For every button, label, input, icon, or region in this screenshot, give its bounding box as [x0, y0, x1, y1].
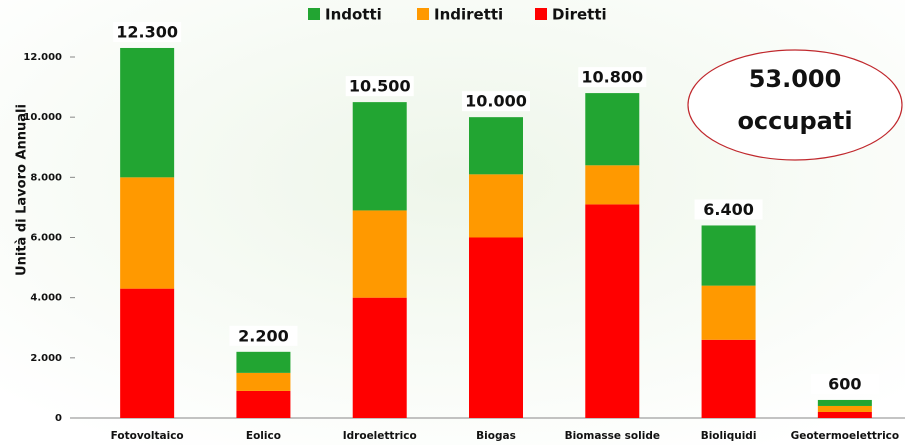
bar-segment	[469, 174, 523, 238]
y-tick-label: 8.000	[30, 172, 62, 183]
total-label-bg	[345, 76, 414, 97]
bar-segment	[352, 297, 407, 418]
legend-swatch	[535, 8, 547, 20]
bar-segment	[701, 285, 756, 340]
bar-segment	[236, 351, 291, 373]
bar-segment	[352, 210, 407, 298]
bar-segment	[469, 117, 523, 175]
bar-segment	[817, 405, 872, 412]
total-label: 10.800	[581, 68, 643, 87]
bar-segment	[701, 225, 756, 286]
annotation-line: occupati	[737, 107, 852, 135]
total-label-bg	[229, 325, 298, 346]
total-label: 2.200	[238, 326, 289, 345]
y-tick-label: 6.000	[30, 233, 62, 244]
bar-segment	[817, 399, 872, 406]
y-axis-title: Unità di Lavoro Annuali	[15, 104, 30, 276]
legend-swatch	[308, 8, 320, 20]
x-tick-label: Biomasse solide	[565, 430, 660, 442]
total-label: 10.500	[349, 77, 411, 96]
bar-segment	[817, 411, 872, 418]
total-label: 6.400	[703, 200, 754, 219]
legend-label: Indiretti	[434, 6, 503, 24]
x-tick-label: Eolico	[246, 430, 281, 442]
bar-segment	[236, 372, 291, 391]
bar-segment	[120, 177, 175, 289]
annotation-ellipse	[687, 49, 903, 161]
annotation-line: 53.000	[749, 65, 842, 93]
bar-segment	[469, 237, 523, 418]
total-label-bg	[694, 199, 763, 220]
y-tick-label: 0	[55, 413, 62, 424]
x-tick-label: Fotovoltaico	[111, 430, 184, 442]
y-tick-label: 4.000	[30, 293, 62, 304]
bar-segment	[120, 288, 175, 418]
y-tick-label: 2.000	[30, 353, 62, 364]
legend-swatch	[417, 8, 429, 20]
total-label: 600	[828, 374, 861, 393]
x-tick-label: Bioliquidi	[701, 430, 757, 442]
total-label: 12.300	[116, 22, 178, 41]
legend-label: Indotti	[325, 6, 382, 24]
x-tick-label: Idroelettrico	[343, 430, 417, 442]
y-tick-label: 10.000	[23, 112, 62, 123]
total-label: 10.000	[465, 92, 527, 111]
bar-segment	[585, 165, 640, 205]
bar-segment	[585, 204, 640, 418]
y-tick-label: 12.000	[23, 52, 62, 63]
total-label-bg	[462, 91, 530, 112]
bar-segment	[120, 47, 175, 178]
bar-segment	[352, 102, 407, 211]
total-label-bg	[578, 67, 647, 88]
x-tick-label: Geotermoelettrico	[791, 430, 900, 442]
x-tick-label: Biogas	[476, 430, 516, 442]
total-label-bg	[113, 21, 182, 42]
bar-segment	[585, 93, 640, 166]
bar-segment	[236, 390, 291, 418]
total-label-bg	[810, 373, 879, 394]
legend-label: Diretti	[552, 6, 607, 24]
bar-segment	[701, 339, 756, 418]
